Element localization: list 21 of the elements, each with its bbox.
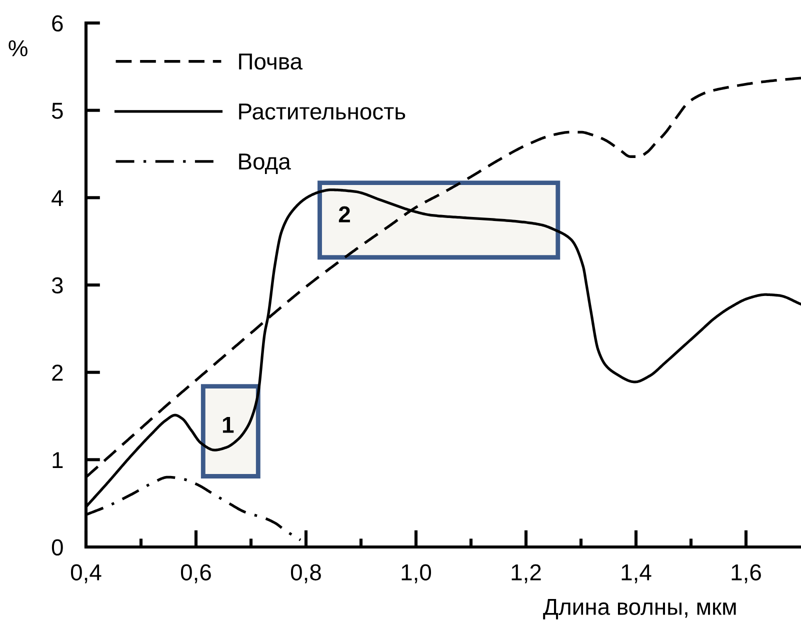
x-tick-label: 0,4 (70, 564, 102, 584)
x-tick-label: 1,4 (622, 564, 652, 584)
x-tick-label: 1,2 (512, 564, 541, 584)
y-tick-label: 1 (52, 452, 63, 468)
y-tick-label: 5 (52, 102, 63, 119)
x-tick-label: 1,0 (402, 564, 432, 584)
band-label: 2 (338, 206, 350, 222)
y-tick-label: 2 (52, 364, 63, 381)
x-tick-label: 1,6 (732, 564, 761, 584)
band-label: 1 (222, 416, 234, 433)
legend-label: Вода (239, 154, 291, 174)
y-tick-label: 3 (52, 277, 63, 294)
y-tick-label: 6 (52, 15, 63, 32)
legend-label: Растительность (239, 104, 406, 120)
legend-label: Почва (239, 54, 303, 70)
y-tick-label: 0 (52, 539, 63, 556)
y-tick-label: 4 (52, 190, 64, 206)
x-axis-title: Длина волны, мкм (543, 598, 736, 620)
y-axis-title: % (8, 40, 28, 56)
x-tick-label: 0,6 (180, 564, 211, 584)
x-tick-label: 0,8 (290, 564, 321, 584)
